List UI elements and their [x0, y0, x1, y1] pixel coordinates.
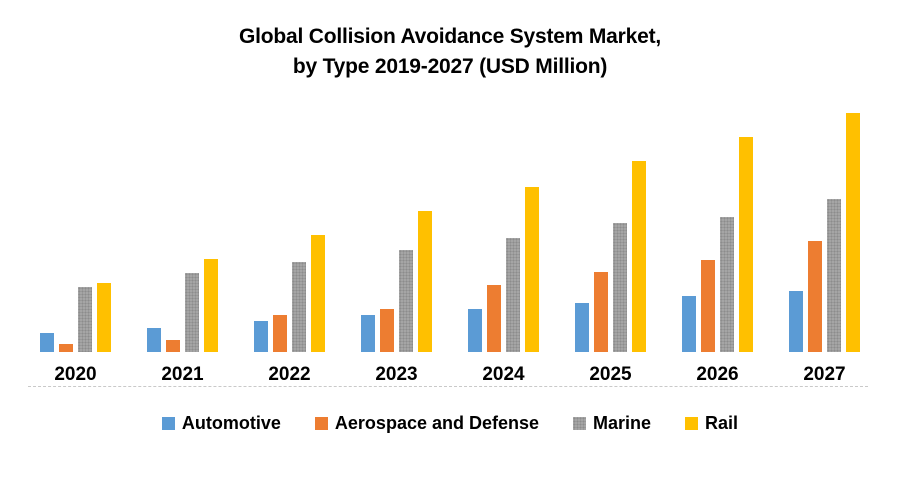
legend: Automotive Aerospace and Defense Marine Rai… — [0, 413, 900, 434]
bar-marine-2021 — [185, 273, 199, 352]
bar-group-2021: 2021 — [147, 107, 218, 386]
legend-swatch-automotive — [161, 417, 175, 430]
legend-item-marine: Marine — [573, 413, 651, 434]
x-axis-line — [28, 386, 868, 387]
bar-aerospace-and-defense-2024 — [487, 285, 501, 352]
bar-automotive-2021 — [147, 328, 161, 352]
bar-marine-2023 — [399, 250, 413, 352]
legend-item-rail: Rail — [685, 413, 738, 434]
bar-group-2020: 2020 — [40, 107, 111, 386]
bar-marine-2024 — [506, 238, 520, 352]
bar-marine-2027 — [827, 199, 841, 352]
legend-swatch-rail — [685, 417, 699, 430]
bar-rail-2020 — [97, 283, 111, 352]
bar-group-2027: 2027 — [789, 107, 860, 386]
x-axis-label-2020: 2020 — [54, 364, 97, 385]
bar-aerospace-and-defense-2025 — [594, 272, 608, 352]
x-axis-label-2023: 2023 — [375, 364, 418, 385]
bar-aerospace-and-defense-2021 — [166, 340, 180, 352]
bar-automotive-2020 — [40, 333, 54, 352]
bar-group-2022: 2022 — [254, 107, 325, 386]
chart-title-line2: by Type 2019-2027 (USD Million) — [292, 55, 608, 78]
bar-rail-2021 — [204, 259, 218, 352]
bars-2020 — [40, 107, 111, 352]
bar-marine-2020 — [78, 287, 92, 352]
bars-2026 — [682, 107, 753, 352]
bars-2025 — [575, 107, 646, 352]
legend-item-aerospace-and-defense: Aerospace and Defense — [314, 413, 540, 434]
bar-rail-2027 — [846, 113, 860, 352]
bar-aerospace-and-defense-2027 — [808, 241, 822, 352]
bar-group-2024: 2024 — [468, 107, 539, 386]
bars-2024 — [468, 107, 539, 352]
bars-2022 — [254, 107, 325, 352]
x-axis-label-2025: 2025 — [589, 364, 632, 385]
bar-marine-2026 — [720, 217, 734, 352]
bar-aerospace-and-defense-2022 — [273, 315, 287, 352]
bar-automotive-2024 — [468, 309, 482, 352]
bar-automotive-2027 — [789, 291, 803, 352]
bars-2023 — [361, 107, 432, 352]
bars-2021 — [147, 107, 218, 352]
bar-group-2023: 2023 — [361, 107, 432, 386]
legend-label-aerospace-and-defense: Aerospace and Defense — [334, 413, 540, 433]
x-axis-label-2027: 2027 — [803, 364, 846, 385]
bar-rail-2025 — [632, 161, 646, 352]
bar-groups-container: 2020 2021 2022 2023 2024 2025 2026 2027 — [40, 113, 860, 386]
legend-label-marine: Marine — [593, 413, 652, 433]
bar-automotive-2025 — [575, 303, 589, 352]
legend-label-rail: Rail — [705, 413, 739, 433]
legend-item-automotive: Automotive — [161, 413, 281, 434]
bar-rail-2023 — [418, 211, 432, 352]
bar-marine-2025 — [613, 223, 627, 352]
bar-automotive-2026 — [682, 296, 696, 352]
bar-automotive-2022 — [254, 321, 268, 352]
chart-title-line1: Global Collision Avoidance System Market… — [238, 25, 662, 48]
legend-swatch-aerospace-and-defense — [314, 417, 328, 430]
bar-automotive-2023 — [361, 315, 375, 352]
x-axis-label-2022: 2022 — [268, 364, 311, 385]
bar-rail-2026 — [739, 137, 753, 352]
bar-marine-2022 — [292, 262, 306, 352]
x-axis-label-2026: 2026 — [696, 364, 739, 385]
bar-aerospace-and-defense-2020 — [59, 344, 73, 352]
bar-rail-2024 — [525, 187, 539, 352]
bar-rail-2022 — [311, 235, 325, 352]
bars-2027 — [789, 107, 860, 352]
bar-group-2025: 2025 — [575, 107, 646, 386]
plot-area: 2020 2021 2022 2023 2024 2025 2026 2027 — [28, 113, 868, 387]
legend-label-automotive: Automotive — [181, 413, 281, 433]
bar-aerospace-and-defense-2026 — [701, 260, 715, 352]
x-axis-label-2024: 2024 — [482, 364, 525, 385]
bar-group-2026: 2026 — [682, 107, 753, 386]
bar-aerospace-and-defense-2023 — [380, 309, 394, 352]
x-axis-label-2021: 2021 — [161, 364, 204, 385]
legend-swatch-marine — [573, 417, 587, 430]
chart-title: Global Collision Avoidance System Market… — [0, 22, 900, 82]
